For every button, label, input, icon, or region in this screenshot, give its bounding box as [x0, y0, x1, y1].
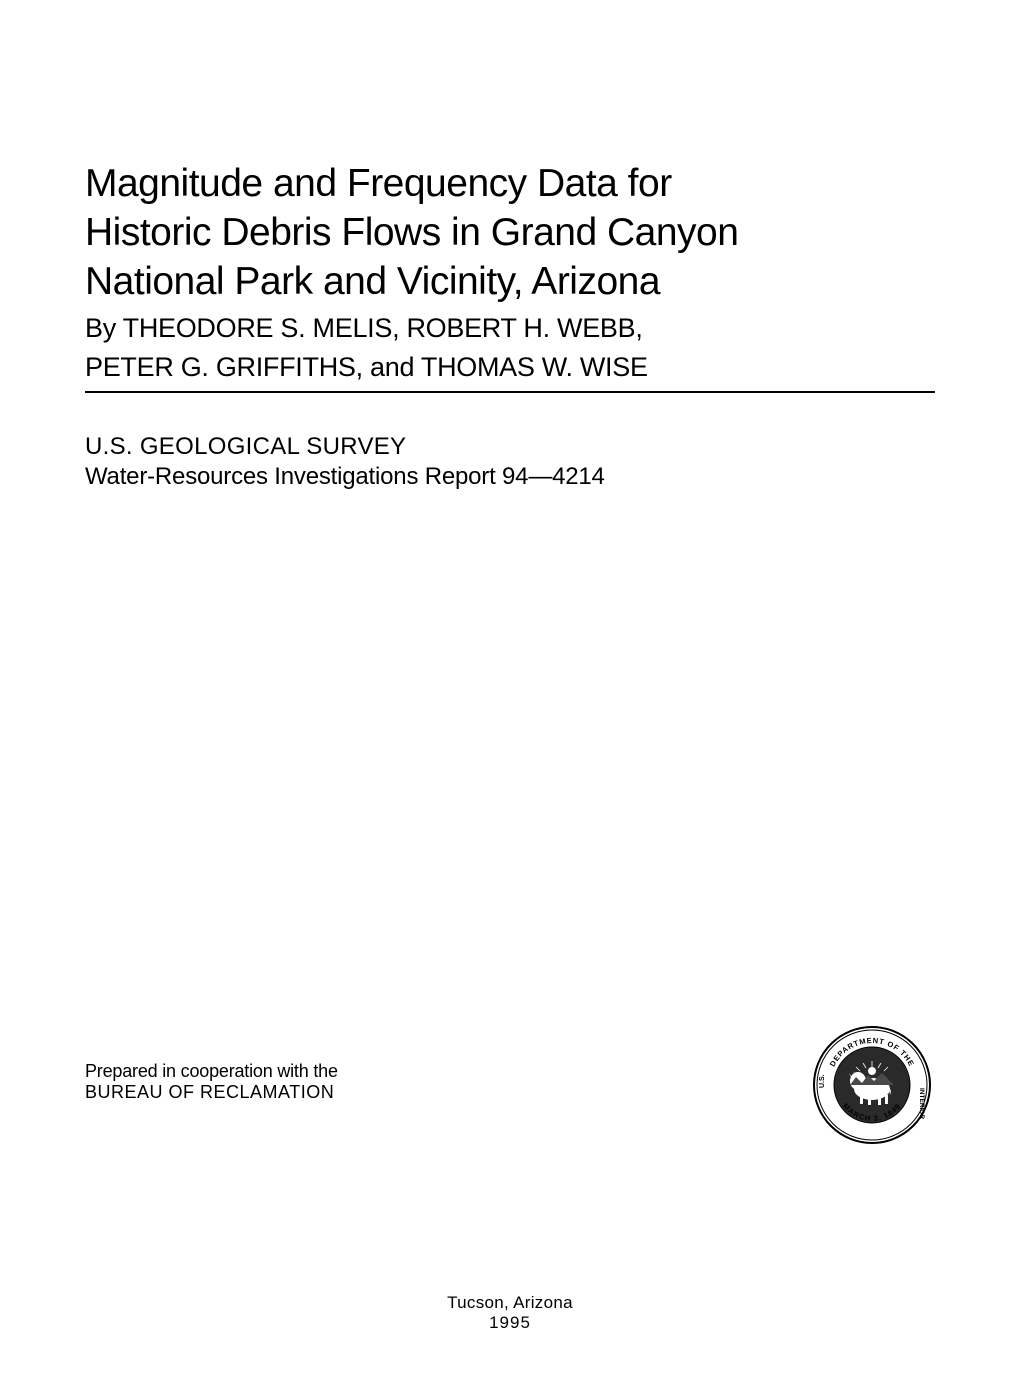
organization-name: U.S. GEOLOGICAL SURVEY	[85, 433, 935, 461]
footer-location: Tucson, Arizona	[0, 1293, 1020, 1313]
report-number: Water-Resources Investigations Report 94…	[85, 463, 935, 491]
svg-text:INTERIOR: INTERIOR	[918, 1088, 925, 1119]
department-interior-seal-icon: DEPARTMENT OF THE MARCH 3, 1849 U.S. INT…	[812, 1025, 932, 1145]
authors-line1: By THEODORE S. MELIS, ROBERT H. WEBB,	[85, 312, 935, 344]
cooperation-line1: Prepared in cooperation with the	[85, 1061, 338, 1082]
svg-text:U.S.: U.S.	[819, 1074, 826, 1088]
footer-year: 1995	[0, 1313, 1020, 1333]
document-title-line2: Historic Debris Flows in Grand Canyon	[85, 209, 935, 258]
document-title-line3: National Park and Vicinity, Arizona	[85, 258, 935, 307]
title-block: Magnitude and Frequency Data for Histori…	[85, 160, 935, 383]
cooperation-line2: BUREAU OF RECLAMATION	[85, 1082, 338, 1103]
cooperation-block: Prepared in cooperation with the BUREAU …	[85, 1061, 338, 1103]
document-title-line1: Magnitude and Frequency Data for	[85, 160, 935, 209]
title-divider	[85, 391, 935, 393]
footer-block: Tucson, Arizona 1995	[0, 1293, 1020, 1333]
organization-block: U.S. GEOLOGICAL SURVEY Water-Resources I…	[85, 433, 935, 491]
authors-line2: PETER G. GRIFFITHS, and THOMAS W. WISE	[85, 351, 935, 383]
